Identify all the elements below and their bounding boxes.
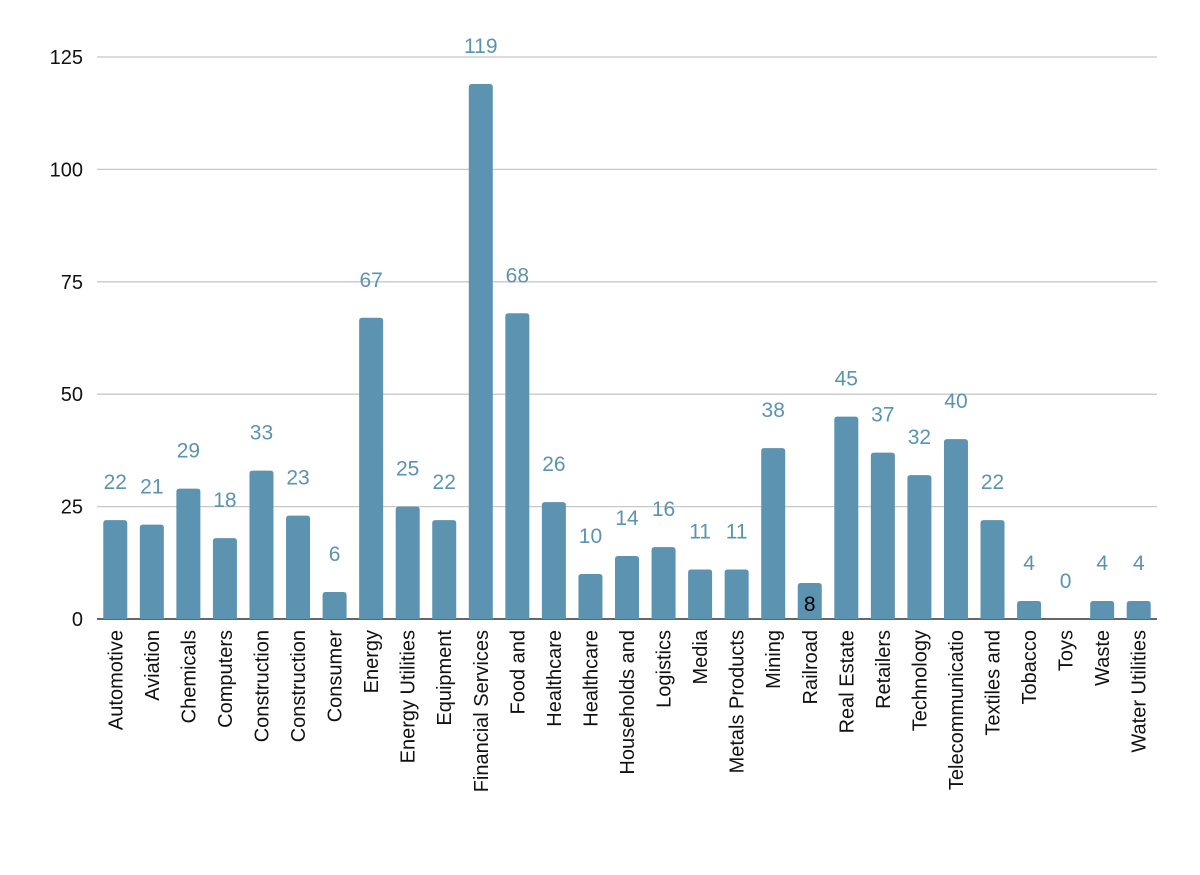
data-label: 4 — [1096, 552, 1108, 575]
y-tick-label: 50 — [61, 384, 83, 406]
data-label-layer: 22 21 29 18 33 23 6 67 25 22 119 68 26 10 14 16 11 11 38 8 4… — [104, 35, 1145, 616]
data-label: 6 — [329, 543, 341, 566]
data-label: 119 — [464, 35, 497, 58]
data-label: 22 — [104, 471, 127, 494]
data-label: 29 — [177, 440, 200, 463]
x-tick-label: Automotive — [105, 630, 127, 730]
y-axis-ticks: 0 25 50 75 100 125 — [50, 47, 83, 631]
y-tick-label: 0 — [72, 609, 83, 631]
bar — [505, 313, 530, 619]
bar — [286, 515, 311, 619]
x-tick-label: Energy — [361, 630, 383, 693]
bar — [688, 569, 713, 619]
data-label: 22 — [981, 471, 1004, 494]
data-label: 37 — [871, 404, 894, 427]
x-tick-label: Tobacco — [1019, 630, 1041, 705]
bar — [212, 538, 237, 619]
data-label: 4 — [1023, 552, 1035, 575]
bar — [103, 520, 128, 619]
data-label: 25 — [396, 458, 419, 481]
x-tick-label: Food and — [507, 630, 529, 715]
data-label: 16 — [652, 498, 675, 521]
bar — [724, 569, 749, 619]
x-tick-label: Metals Products — [727, 630, 749, 773]
x-tick-label: Real Estate — [836, 630, 858, 733]
x-tick-label: Energy Utilities — [398, 630, 420, 763]
x-tick-label: Construction — [251, 630, 273, 742]
data-label: 11 — [726, 521, 748, 544]
x-tick-label: Consumer — [325, 630, 347, 723]
x-axis-ticks: Automotive Aviation Chemicals Computers Cons… — [105, 629, 1150, 792]
data-label: 11 — [689, 521, 711, 544]
data-label: 14 — [615, 507, 639, 530]
data-label: 0 — [1060, 570, 1072, 593]
y-tick-label: 100 — [50, 159, 83, 181]
bar — [943, 439, 968, 619]
data-label: 45 — [835, 368, 858, 391]
x-tick-label: Financial Services — [471, 630, 493, 792]
bar — [139, 524, 164, 619]
x-tick-label: Healthcare — [544, 630, 566, 727]
bar — [249, 470, 274, 619]
bar — [395, 506, 420, 619]
data-label: 10 — [579, 525, 602, 548]
bar — [615, 556, 639, 619]
data-label: 33 — [250, 422, 273, 445]
data-label: 40 — [944, 390, 967, 413]
x-tick-label: Water Utilities — [1129, 630, 1151, 753]
data-label: 67 — [359, 269, 382, 292]
x-tick-label: Media — [690, 629, 712, 684]
bar — [834, 416, 859, 619]
bar — [1126, 601, 1151, 619]
x-tick-label: Technology — [909, 630, 931, 731]
x-tick-label: Chemicals — [178, 630, 200, 723]
x-tick-label: Retailers — [873, 630, 895, 709]
bar — [578, 574, 603, 619]
bar — [907, 475, 932, 619]
data-label: 32 — [908, 426, 931, 449]
bar-layer — [103, 83, 1151, 619]
data-label: 26 — [542, 453, 565, 476]
data-label: 22 — [433, 471, 456, 494]
x-tick-label: Mining — [763, 630, 785, 689]
data-label: 4 — [1133, 552, 1145, 575]
bar — [1090, 601, 1115, 619]
bar — [176, 488, 201, 619]
y-tick-label: 125 — [50, 47, 83, 69]
bar — [980, 520, 1005, 619]
bar — [432, 520, 457, 619]
bar — [322, 592, 347, 619]
x-tick-label: Households and — [617, 630, 639, 775]
x-tick-label: Toys — [1056, 630, 1078, 671]
bar — [761, 448, 786, 619]
data-label: 18 — [213, 489, 236, 512]
data-label: 23 — [286, 467, 309, 490]
data-label: 8 — [804, 593, 816, 616]
y-tick-label: 25 — [61, 497, 83, 519]
data-label: 68 — [506, 264, 529, 287]
bar — [541, 502, 566, 619]
x-tick-label: Logistics — [654, 630, 676, 708]
x-tick-label: Equipment — [434, 630, 456, 726]
data-label: 38 — [762, 399, 785, 422]
bar — [651, 547, 676, 619]
x-tick-label: Healthcare — [580, 630, 602, 727]
x-tick-label: Railroad — [800, 630, 822, 704]
bar — [468, 83, 493, 619]
x-tick-label: Computers — [215, 630, 237, 728]
x-tick-label: Textiles and — [983, 630, 1005, 736]
x-tick-label: Waste — [1092, 630, 1114, 686]
x-tick-label: Construction — [288, 630, 310, 742]
bar — [359, 317, 384, 619]
data-label: 21 — [140, 476, 163, 499]
bar — [1017, 601, 1042, 619]
bar — [870, 452, 895, 619]
x-tick-label: Telecommunicatio — [946, 630, 968, 790]
y-tick-label: 75 — [61, 272, 83, 294]
x-tick-label: Aviation — [142, 630, 164, 701]
bar — [797, 583, 822, 619]
